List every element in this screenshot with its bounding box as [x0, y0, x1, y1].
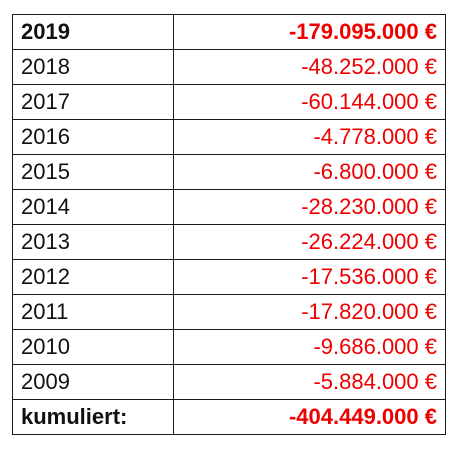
table-row: 2018 -48.252.000 € — [12, 49, 446, 85]
total-row: kumuliert: -404.449.000 € — [12, 399, 446, 435]
amount-cell: -26.224.000 € — [173, 224, 446, 260]
amount-cell: -5.884.000 € — [173, 364, 446, 400]
loss-table: 2019 -179.095.000 € 2018 -48.252.000 € 2… — [12, 14, 446, 435]
year-cell: 2016 — [12, 119, 174, 155]
table-row: 2019 -179.095.000 € — [12, 14, 446, 50]
amount-cell: -28.230.000 € — [173, 189, 446, 225]
table-row: 2012 -17.536.000 € — [12, 259, 446, 295]
year-cell: 2019 — [12, 14, 174, 50]
year-cell: 2018 — [12, 49, 174, 85]
year-cell: 2012 — [12, 259, 174, 295]
amount-cell: -9.686.000 € — [173, 329, 446, 365]
amount-cell: -17.536.000 € — [173, 259, 446, 295]
table-row: 2014 -28.230.000 € — [12, 189, 446, 225]
table-row: 2009 -5.884.000 € — [12, 364, 446, 400]
year-cell: 2015 — [12, 154, 174, 190]
amount-cell: -60.144.000 € — [173, 84, 446, 120]
amount-cell: -179.095.000 € — [173, 14, 446, 50]
table-row: 2017 -60.144.000 € — [12, 84, 446, 120]
table-row: 2015 -6.800.000 € — [12, 154, 446, 190]
year-cell: 2014 — [12, 189, 174, 225]
year-cell: 2017 — [12, 84, 174, 120]
table-row: 2011 -17.820.000 € — [12, 294, 446, 330]
amount-cell: -17.820.000 € — [173, 294, 446, 330]
year-cell: 2011 — [12, 294, 174, 330]
total-label: kumuliert: — [12, 399, 174, 435]
year-cell: 2010 — [12, 329, 174, 365]
total-amount: -404.449.000 € — [173, 399, 446, 435]
table-row: 2013 -26.224.000 € — [12, 224, 446, 260]
year-cell: 2013 — [12, 224, 174, 260]
table-row: 2016 -4.778.000 € — [12, 119, 446, 155]
amount-cell: -4.778.000 € — [173, 119, 446, 155]
table-row: 2010 -9.686.000 € — [12, 329, 446, 365]
year-cell: 2009 — [12, 364, 174, 400]
amount-cell: -48.252.000 € — [173, 49, 446, 85]
amount-cell: -6.800.000 € — [173, 154, 446, 190]
